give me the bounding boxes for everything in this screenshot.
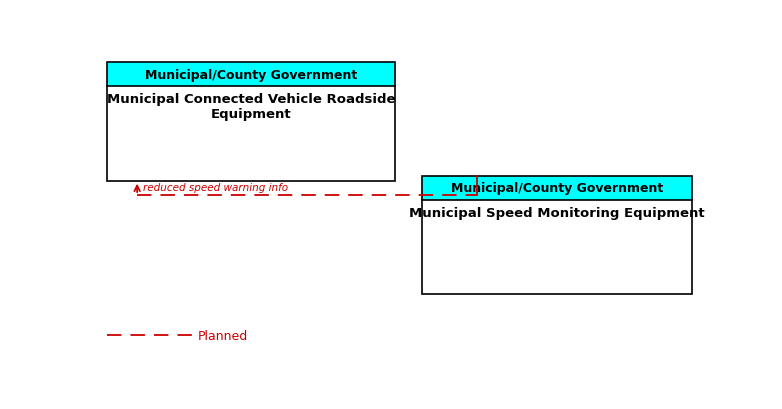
- Bar: [107, 63, 395, 87]
- Bar: [107, 63, 395, 181]
- Text: Municipal Connected Vehicle Roadside
Equipment: Municipal Connected Vehicle Roadside Equ…: [106, 93, 395, 121]
- Text: Planned: Planned: [198, 329, 248, 342]
- Bar: [422, 177, 692, 295]
- Bar: [422, 177, 692, 200]
- Text: reduced speed warning info: reduced speed warning info: [143, 182, 289, 192]
- Text: Municipal/County Government: Municipal/County Government: [450, 182, 663, 195]
- Text: Municipal/County Government: Municipal/County Government: [145, 69, 357, 81]
- Text: Municipal Speed Monitoring Equipment: Municipal Speed Monitoring Equipment: [409, 207, 705, 220]
